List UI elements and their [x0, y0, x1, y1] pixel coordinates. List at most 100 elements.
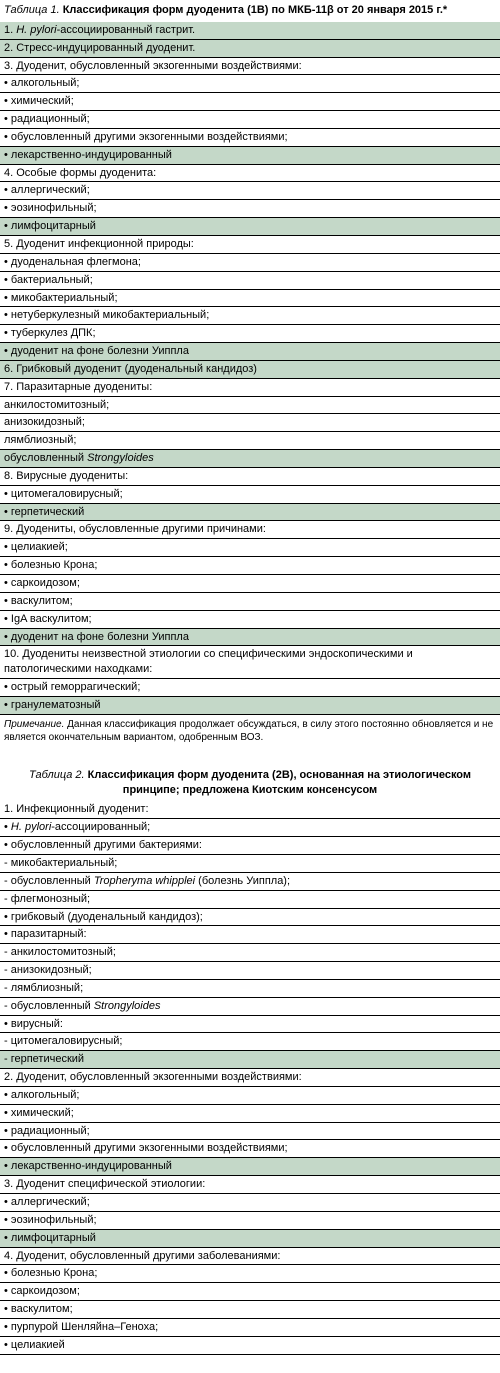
table-1-caption: Таблица 1. Классификация форм дуоденита … — [0, 0, 500, 22]
table-2-caption-prefix: Таблица 2. — [29, 769, 85, 781]
table-cell: • вирусный: — [0, 1015, 500, 1033]
table-row: - микобактериальный; — [0, 854, 500, 872]
table-cell: • эозинофильный; — [0, 200, 500, 218]
table-cell: - обусловленный Tropheryma whipplei (бол… — [0, 872, 500, 890]
table-row: 5. Дуоденит инфекционной природы: — [0, 235, 500, 253]
table-row: 2. Дуоденит, обусловленный экзогенными в… — [0, 1069, 500, 1087]
table-1-wrapper: Таблица 1. Классификация форм дуоденита … — [0, 0, 500, 747]
table-cell: 7. Паразитарные дуодениты: — [0, 378, 500, 396]
table-cell: • аллергический; — [0, 182, 500, 200]
table-cell: - флегмонозный; — [0, 890, 500, 908]
table-cell: • дуоденальная флегмона; — [0, 253, 500, 271]
table-row: - флегмонозный; — [0, 890, 500, 908]
table-row: • лекарственно-индуцированный — [0, 1158, 500, 1176]
table-cell: лямблиозный; — [0, 432, 500, 450]
table-cell: 3. Дуоденит, обусловленный экзогенными в… — [0, 57, 500, 75]
table-row: • бактериальный; — [0, 271, 500, 289]
table-cell: • радиационный; — [0, 1122, 500, 1140]
table-row: • герпетический — [0, 503, 500, 521]
table-row: - анизокидозный; — [0, 962, 500, 980]
table-row: • химический; — [0, 1104, 500, 1122]
table-row: 4. Дуоденит, обусловленный другими забол… — [0, 1247, 500, 1265]
table-cell: • обусловленный другими бактериями: — [0, 837, 500, 855]
table-cell: - цитомегаловирусный; — [0, 1033, 500, 1051]
table-row: - обусловленный Tropheryma whipplei (бол… — [0, 872, 500, 890]
table-cell: - обусловленный Strongyloides — [0, 997, 500, 1015]
table-row: • целиакией; — [0, 539, 500, 557]
table-row: 6. Грибковый дуоденит (дуоденальный канд… — [0, 360, 500, 378]
table-cell: обусловленный Strongyloides — [0, 450, 500, 468]
table-row: - анкилостомитозный; — [0, 944, 500, 962]
table-cell: • болезнью Крона; — [0, 1265, 500, 1283]
table-cell: • васкулитом; — [0, 1301, 500, 1319]
table-2-caption-title: Классификация форм дуоденита (2В), основ… — [88, 769, 471, 796]
table-1: 1. H. pylori-ассоциированный гастрит.2. … — [0, 22, 500, 715]
table-1-note-text: Данная классификация продолжает обсуждат… — [4, 719, 493, 743]
table-cell: • цитомегаловирусный; — [0, 485, 500, 503]
table-row: • цитомегаловирусный; — [0, 485, 500, 503]
table-cell: • дуоденит на фоне болезни Уиппла — [0, 343, 500, 361]
table-cell: • обусловленный другими экзогенными возд… — [0, 128, 500, 146]
table-row: • эозинофильный; — [0, 1211, 500, 1229]
table-row: • обусловленный другими экзогенными возд… — [0, 128, 500, 146]
table-cell: • целиакией; — [0, 539, 500, 557]
table-cell: • паразитарный: — [0, 926, 500, 944]
table-row: • васкулитом; — [0, 1301, 500, 1319]
table-row: 4. Особые формы дуоденита: — [0, 164, 500, 182]
table-cell: • пурпурой Шенляйна–Геноха; — [0, 1318, 500, 1336]
table-row: 1. Инфекционный дуоденит: — [0, 801, 500, 818]
table-cell: 3. Дуоденит специфической этиологии: — [0, 1176, 500, 1194]
table-row: • лимфоцитарный — [0, 218, 500, 236]
table-cell: анкилостомитозный; — [0, 396, 500, 414]
table-row: • пурпурой Шенляйна–Геноха; — [0, 1318, 500, 1336]
table-row: • васкулитом; — [0, 592, 500, 610]
table-row: - лямблиозный; — [0, 979, 500, 997]
table-cell: • саркоидозом; — [0, 1283, 500, 1301]
table-row: • лимфоцитарный — [0, 1229, 500, 1247]
table-row: • лекарственно-индуцированный — [0, 146, 500, 164]
table-cell: • дуоденит на фоне болезни Уиппла — [0, 628, 500, 646]
table-cell: • острый геморрагический; — [0, 679, 500, 697]
table-row: • обусловленный другими экзогенными возд… — [0, 1140, 500, 1158]
table-cell: • лимфоцитарный — [0, 1229, 500, 1247]
table-cell: 4. Особые формы дуоденита: — [0, 164, 500, 182]
table-cell: 5. Дуоденит инфекционной природы: — [0, 235, 500, 253]
table-row: • радиационный; — [0, 111, 500, 129]
table-cell: 8. Вирусные дуодениты: — [0, 467, 500, 485]
table-row: • острый геморрагический; — [0, 679, 500, 697]
table-cell: • лекарственно-индуцированный — [0, 1158, 500, 1176]
table-row: • грибковый (дуоденальный кандидоз); — [0, 908, 500, 926]
table-row: 10. Дуодениты неизвестной этиологии со с… — [0, 646, 500, 679]
table-row: • дуоденит на фоне болезни Уиппла — [0, 628, 500, 646]
table-cell: • химический; — [0, 93, 500, 111]
table-row: • саркоидозом; — [0, 1283, 500, 1301]
table-cell: 4. Дуоденит, обусловленный другими забол… — [0, 1247, 500, 1265]
table-row: - обусловленный Strongyloides — [0, 997, 500, 1015]
table-row: • болезнью Крона; — [0, 557, 500, 575]
table-cell: • саркоидозом; — [0, 575, 500, 593]
table-row: • вирусный: — [0, 1015, 500, 1033]
table-row: анкилостомитозный; — [0, 396, 500, 414]
table-row: • H. pylori-ассоциированный; — [0, 819, 500, 837]
table-cell: • болезнью Крона; — [0, 557, 500, 575]
table-cell: • целиакией — [0, 1336, 500, 1354]
table-row: • радиационный; — [0, 1122, 500, 1140]
table-cell: • бактериальный; — [0, 271, 500, 289]
table-row: • обусловленный другими бактериями: — [0, 837, 500, 855]
table-cell: • радиационный; — [0, 111, 500, 129]
table-row: 9. Дуодениты, обусловленные другими прич… — [0, 521, 500, 539]
table-row: 3. Дуоденит специфической этиологии: — [0, 1176, 500, 1194]
table-row: лямблиозный; — [0, 432, 500, 450]
table-1-note: Примечание. Данная классификация продолж… — [0, 715, 500, 747]
table-2-wrapper: Таблица 2. Классификация форм дуоденита … — [0, 765, 500, 1355]
table-row: 3. Дуоденит, обусловленный экзогенными в… — [0, 57, 500, 75]
table-row: • гранулематозный — [0, 696, 500, 714]
table-row: 7. Паразитарные дуодениты: — [0, 378, 500, 396]
table-row: • болезнью Крона; — [0, 1265, 500, 1283]
table-row: • алкогольный; — [0, 1086, 500, 1104]
table-cell: анизокидозный; — [0, 414, 500, 432]
table-cell: • васкулитом; — [0, 592, 500, 610]
table-cell: - анкилостомитозный; — [0, 944, 500, 962]
table-row: обусловленный Strongyloides — [0, 450, 500, 468]
table-row: • нетуберкулезный микобактериальный; — [0, 307, 500, 325]
